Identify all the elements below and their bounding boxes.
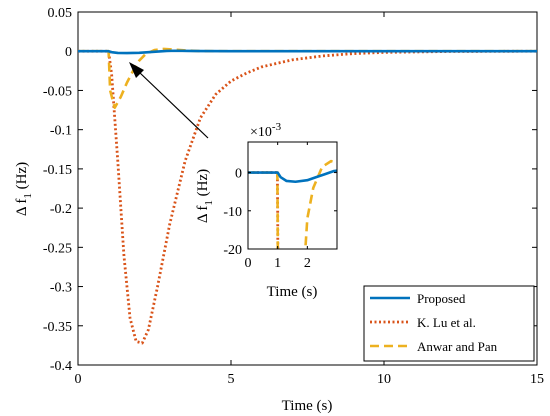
main-y-axis-label: Δ f1 (Hz) — [14, 162, 34, 216]
y-tick-label: 0 — [65, 45, 72, 60]
main-y-ticks: 0.05 0 -0.05 -0.1 -0.15 -0.2 -0.25 -0.3 -0.35 -0.… — [43, 6, 537, 374]
y-tick-label: -0.2 — [50, 202, 72, 217]
y-tick-label: -0.4 — [50, 359, 72, 374]
inset-scale-exponent: ×10-3 — [250, 121, 282, 140]
main-series-layer — [78, 47, 537, 345]
x-tick-label: 0 — [75, 372, 82, 387]
legend-label: Proposed — [417, 291, 466, 306]
y-tick-label: -0.15 — [43, 163, 72, 178]
series-line-proposed — [78, 49, 537, 55]
inset-x-axis-label: Time (s) — [267, 284, 318, 300]
x-tick-label: 5 — [228, 372, 235, 387]
y-tick-label: 0 — [235, 167, 242, 182]
main-x-axis-label: Time (s) — [282, 398, 333, 414]
x-tick-label: 10 — [377, 372, 391, 387]
x-tick-label: 0 — [245, 256, 252, 271]
y-tick-label: -0.05 — [43, 84, 72, 99]
legend-label: Anwar and Pan — [417, 339, 498, 354]
y-tick-label: -0.35 — [43, 320, 72, 335]
series-line-k-lu-et-al — [78, 49, 537, 345]
inset-plot-area — [247, 141, 338, 250]
y-tick-label: -20 — [223, 243, 242, 258]
inset-y-ticks: 0 -10 -20 — [223, 167, 337, 258]
inset-y-axis-label: Δ f1 (Hz) — [195, 169, 215, 223]
series-line-anwar-and-pan — [304, 159, 337, 249]
main-x-ticks: 0 5 10 15 — [75, 12, 544, 387]
inset-chart: 0 1 2 0 -10 -20 ×10-3 Time (s) Δ f1 (Hz) — [195, 121, 338, 300]
x-tick-label: 15 — [530, 372, 544, 387]
y-tick-label: -0.1 — [50, 124, 72, 139]
y-tick-label: 0.05 — [48, 6, 73, 21]
zoom-annotation-arrow — [129, 62, 209, 139]
legend: Proposed K. Lu et al. Anwar and Pan — [363, 285, 535, 362]
y-tick-label: -10 — [223, 205, 242, 220]
inset-series-layer — [248, 159, 337, 249]
x-tick-label: 2 — [304, 256, 311, 271]
y-tick-label: -0.25 — [43, 241, 72, 256]
y-tick-label: -0.3 — [50, 281, 72, 296]
x-tick-label: 1 — [274, 256, 281, 271]
legend-label: K. Lu et al. — [417, 315, 476, 330]
series-line-proposed — [248, 169, 337, 184]
